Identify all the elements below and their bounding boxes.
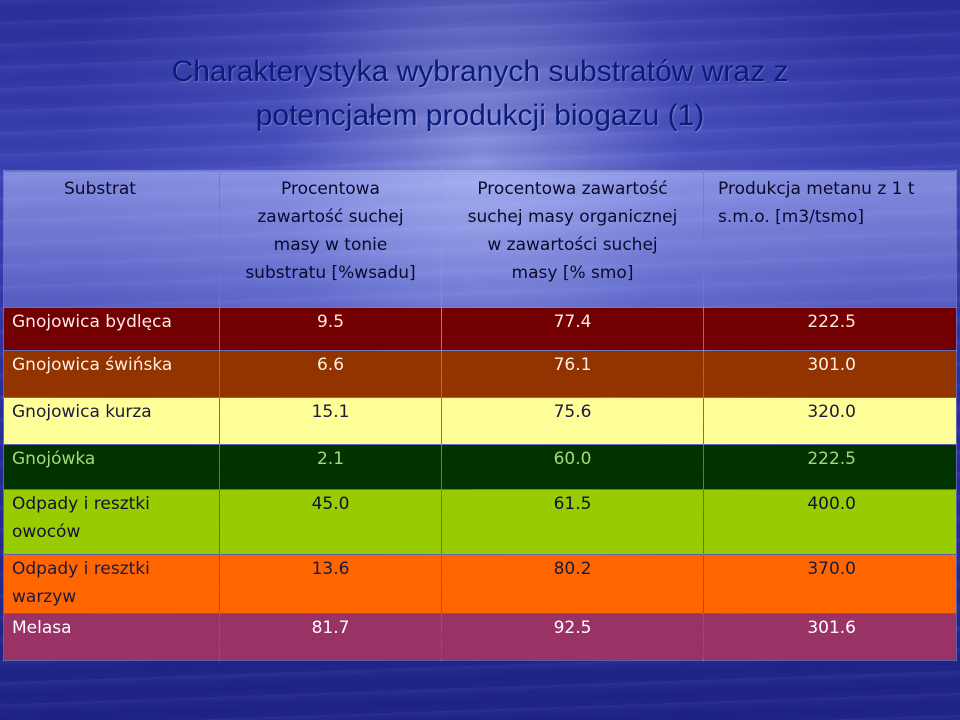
table-row: Gnojowica bydlęca 9.5 77.4 222.5 [3,307,957,351]
cell-metan: 301.0 [703,350,957,398]
cell-substrat: Gnojowica kurza [3,397,220,445]
cell-metan: 320.0 [703,397,957,445]
slide-title: Charakterystyka wybranych substratów wra… [0,50,960,138]
table-row: Gnojowica świńska 6.6 76.1 301.0 [3,350,957,398]
cell-sucha-masa: 9.5 [219,307,442,351]
cell-smo: 76.1 [441,350,704,398]
header-line: Produkcja metanu z 1 t [718,179,915,199]
header-line: masy [% smo] [511,263,634,283]
cell-substrat: Melasa [3,613,220,661]
header-line: Substrat [64,179,136,199]
cell-substrat: Gnojowica świńska [3,350,220,398]
cell-substrat: Gnojowica bydlęca [3,307,220,351]
cell-metan: 400.0 [703,489,957,555]
substrate-table: Substrat Procentowa zawartość suchej mas… [3,170,957,661]
header-sucha-masa: Procentowa zawartość suchej masy w tonie… [219,170,442,308]
cell-smo: 61.5 [441,489,704,555]
header-line: w zawartości suchej [487,235,658,255]
header-substrat: Substrat [3,170,220,308]
cell-smo: 75.6 [441,397,704,445]
cell-sucha-masa: 81.7 [219,613,442,661]
table-row: Odpady i resztki owoców 45.0 61.5 400.0 [3,489,957,555]
cell-sucha-masa: 2.1 [219,444,442,490]
cell-metan: 222.5 [703,307,957,351]
table-row: Gnojówka 2.1 60.0 222.5 [3,444,957,490]
header-produkcja-metanu: Produkcja metanu z 1 t s.m.o. [m3/tsmo] [703,170,957,308]
cell-substrat: Odpady i resztki warzyw [3,554,220,614]
header-line: s.m.o. [m3/tsmo] [718,207,864,227]
cell-smo: 80.2 [441,554,704,614]
header-line: Procentowa [281,179,380,199]
header-sucha-masa-organiczna: Procentowa zawartość suchej masy organic… [441,170,704,308]
cell-smo: 92.5 [441,613,704,661]
cell-metan: 370.0 [703,554,957,614]
header-line: suchej masy organicznej [467,207,678,227]
cell-metan: 301.6 [703,613,957,661]
title-line-1: Charakterystyka wybranych substratów wra… [171,55,789,88]
cell-sucha-masa: 45.0 [219,489,442,555]
header-line: masy w tonie [273,235,388,255]
cell-sucha-masa: 15.1 [219,397,442,445]
cell-metan: 222.5 [703,444,957,490]
header-line: Procentowa zawartość [477,179,668,199]
table-row: Gnojowica kurza 15.1 75.6 320.0 [3,397,957,445]
table-header-row: Substrat Procentowa zawartość suchej mas… [3,170,957,308]
cell-substrat: Gnojówka [3,444,220,490]
cell-smo: 60.0 [441,444,704,490]
header-line: zawartość suchej [257,207,404,227]
cell-sucha-masa: 6.6 [219,350,442,398]
header-line: substratu [%wsadu] [245,263,416,283]
cell-sucha-masa: 13.6 [219,554,442,614]
table-row: Odpady i resztki warzyw 13.6 80.2 370.0 [3,554,957,614]
table-row: Melasa 81.7 92.5 301.6 [3,613,957,661]
cell-smo: 77.4 [441,307,704,351]
title-line-2: potencjałem produkcji biogazu (1) [255,99,705,132]
cell-substrat: Odpady i resztki owoców [3,489,220,555]
